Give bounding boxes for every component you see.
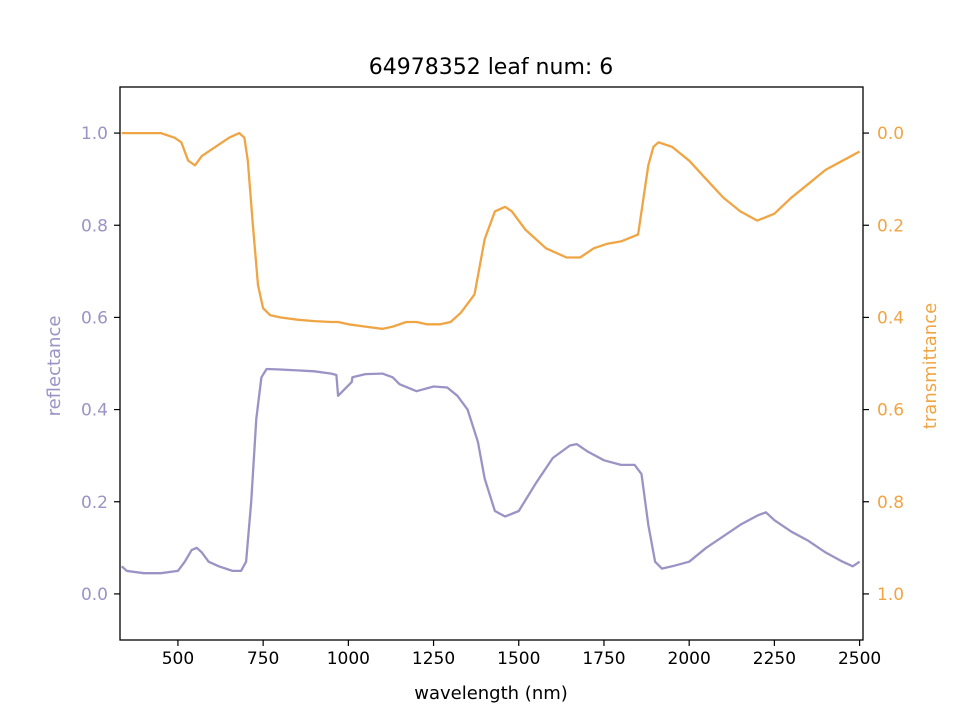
x-tick-label: 750	[247, 649, 279, 669]
x-tick-label: 1500	[497, 649, 540, 669]
y-left-tick-label: 0.6	[81, 308, 108, 328]
x-axis-label: wavelength (nm)	[414, 683, 568, 704]
series-layer	[120, 131, 861, 575]
y-right-tick-label: 1.0	[877, 585, 904, 605]
y-left-tick-label: 0.8	[81, 216, 108, 236]
x-tick-label: 1750	[582, 649, 625, 669]
y-left-tick-label: 0.4	[81, 401, 108, 421]
y-right-tick-label: 0.4	[877, 308, 904, 328]
y-right-tick-label: 0.8	[877, 493, 904, 513]
y-right-tick-label: 0.0	[877, 124, 904, 144]
y-axis-right: 0.0 0.2 0.4 0.6 0.8 1.0	[863, 124, 904, 605]
y-left-tick-label: 1.0	[81, 124, 108, 144]
x-tick-label: 2250	[753, 649, 796, 669]
x-tick-label: 500	[162, 649, 194, 669]
x-tick-label: 2000	[668, 649, 711, 669]
x-tick-label: 2500	[838, 649, 881, 669]
chart-title: 64978352 leaf num: 6	[369, 55, 614, 80]
y-right-tick-label: 0.6	[877, 401, 904, 421]
x-axis: 500 750 1000 1250 1500 1750 2000 2250 2500	[162, 640, 881, 669]
y-left-tick-label: 0.0	[81, 585, 108, 605]
plot-area-frame	[119, 86, 864, 641]
y-right-tick-label: 0.2	[877, 216, 904, 236]
x-tick-label: 1250	[412, 649, 455, 669]
y-axis-left: 0.0 0.2 0.4 0.6 0.8 1.0	[81, 124, 120, 605]
x-tick-label: 1000	[327, 649, 370, 669]
series-line-transmittance	[121, 131, 861, 331]
y-axis-left-label: reflectance	[44, 316, 65, 417]
y-left-tick-label: 0.2	[81, 493, 108, 513]
y-axis-right-label: transmittance	[920, 303, 941, 429]
series-line-reflectance	[120, 367, 861, 575]
